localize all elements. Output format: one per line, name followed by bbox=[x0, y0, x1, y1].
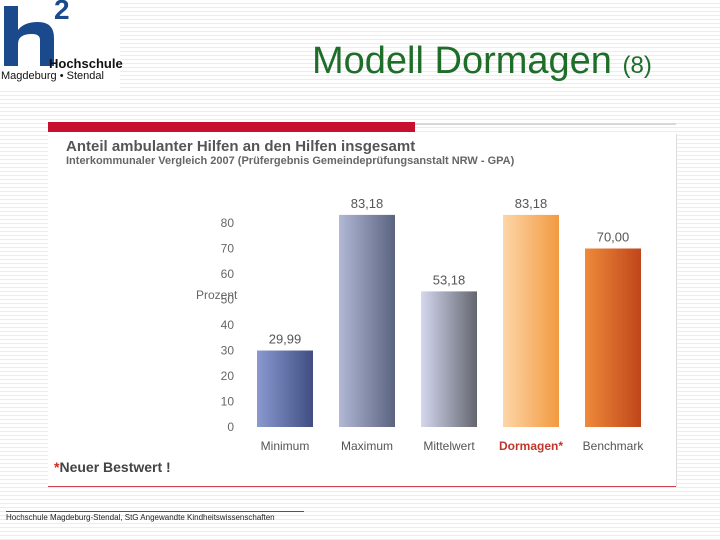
data-labels: 29,99 83,18 53,18 83,18 70,00 bbox=[269, 196, 630, 347]
category-label: Benchmark bbox=[583, 439, 645, 453]
logo-city: Magdeburg • Stendal bbox=[1, 70, 104, 82]
h-logo-icon bbox=[4, 6, 54, 66]
slide-title-suffix: (8) bbox=[622, 52, 652, 79]
category-label: Minimum bbox=[261, 439, 310, 453]
category-labels: Minimum Maximum Mittelwert Dormagen* Benchma… bbox=[261, 439, 645, 453]
y-tick-label: 80 bbox=[221, 216, 235, 230]
slide-title-text: Modell Dormagen bbox=[312, 40, 612, 82]
bar-benchmark bbox=[585, 248, 641, 427]
y-tick-label: 10 bbox=[221, 395, 235, 409]
data-label: 83,18 bbox=[351, 196, 384, 211]
y-tick-label: 0 bbox=[227, 420, 234, 434]
y-tick-label: 50 bbox=[221, 293, 235, 307]
y-tick-label: 70 bbox=[221, 242, 235, 256]
note-star: * bbox=[54, 459, 60, 475]
y-tick-label: 20 bbox=[221, 369, 235, 383]
footer-text: Hochschule Magdeburg-Stendal, StG Angewa… bbox=[6, 511, 304, 522]
y-axis: 0 10 20 30 40 50 60 70 80 bbox=[221, 216, 235, 434]
logo-superscript: 2 bbox=[54, 0, 70, 25]
data-label: 83,18 bbox=[515, 196, 548, 211]
y-tick-label: 60 bbox=[221, 267, 235, 281]
bar-minimum bbox=[257, 350, 313, 427]
bar-mittelwert bbox=[421, 291, 477, 427]
y-axis-label: Prozent bbox=[196, 288, 238, 302]
note-text: Neuer Bestwert ! bbox=[59, 459, 171, 475]
data-label: 70,00 bbox=[597, 230, 630, 245]
bar-maximum bbox=[339, 214, 395, 427]
bottom-divider bbox=[48, 486, 676, 487]
data-label: 53,18 bbox=[433, 272, 466, 287]
note: *Neuer Bestwert ! bbox=[54, 459, 171, 475]
hochschule-logo: 2 Hochschule Magdeburg • Stendal bbox=[0, 0, 123, 90]
data-label: 29,99 bbox=[269, 332, 302, 347]
category-label: Maximum bbox=[341, 439, 393, 453]
category-label: Mittelwert bbox=[423, 439, 475, 453]
category-label: Dormagen* bbox=[499, 439, 563, 453]
chart-subtitle: Interkommunaler Vergleich 2007 (Prüferge… bbox=[66, 155, 515, 167]
bars bbox=[257, 214, 641, 427]
y-tick-label: 40 bbox=[221, 318, 235, 332]
bar-dormagen bbox=[503, 214, 559, 427]
y-tick-label: 30 bbox=[221, 344, 235, 358]
red-accent-bar bbox=[48, 122, 415, 132]
chart-title: Anteil ambulanter Hilfen an den Hilfen i… bbox=[66, 138, 416, 155]
logo-name: Hochschule bbox=[49, 56, 123, 71]
slide-title: Modell Dormagen (8) bbox=[312, 40, 652, 83]
